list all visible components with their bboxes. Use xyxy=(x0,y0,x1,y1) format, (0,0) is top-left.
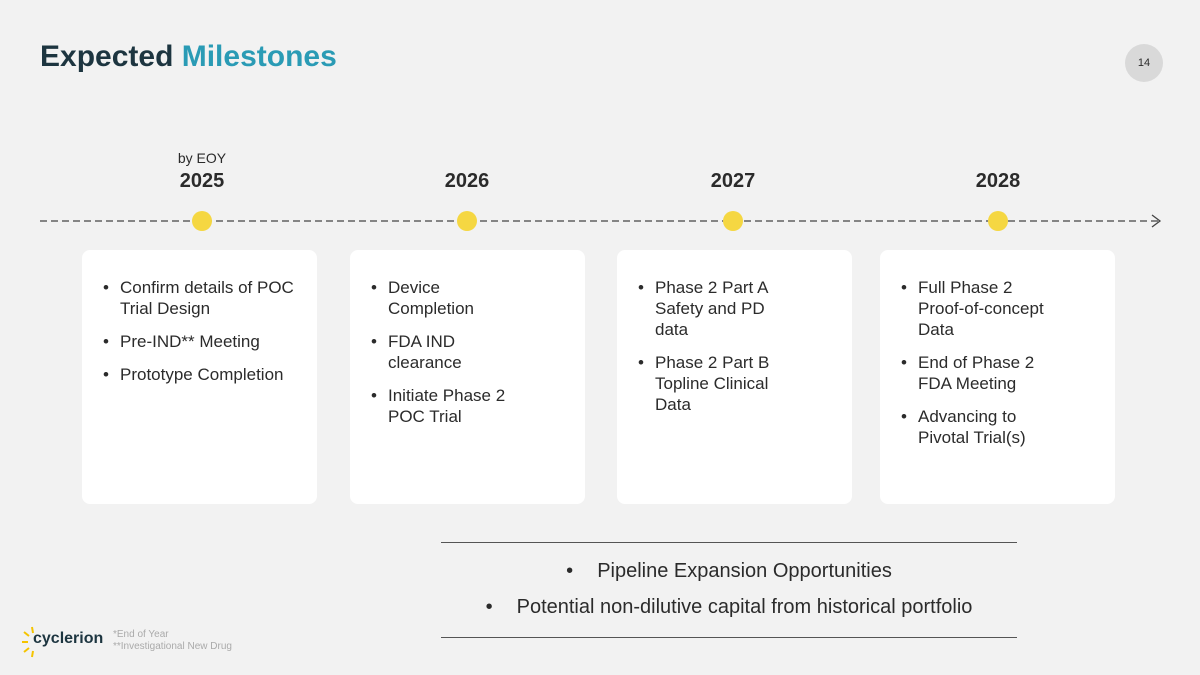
page-number: 14 xyxy=(1125,44,1163,82)
footnote: *End of Year xyxy=(113,629,169,640)
item-list: Full Phase 2 Proof-of-concept Data End of… xyxy=(880,277,1053,460)
logo-icon xyxy=(22,626,34,658)
item: Prototype Completion xyxy=(103,364,295,385)
title: Expected Milestones xyxy=(40,40,337,74)
item: Phase 2 Part A Safety and PD data xyxy=(638,277,795,340)
item-list: Confirm details of POC Trial Design Pre-I… xyxy=(82,277,295,397)
bottom-bullet: • Pipeline Expansion Opportunities xyxy=(566,560,892,582)
item: Full Phase 2 Proof-of-concept Data xyxy=(901,277,1053,340)
milestone-card: Confirm details of POC Trial Design Pre-I… xyxy=(82,250,317,504)
year: 2027 xyxy=(710,170,756,192)
item: Device Completion xyxy=(371,277,528,319)
item: Pre-IND** Meeting xyxy=(103,331,295,352)
title-dark: Expected xyxy=(40,40,174,73)
timeline xyxy=(40,211,1162,231)
item: Confirm details of POC Trial Design xyxy=(103,277,295,319)
year: 2028 xyxy=(975,170,1021,192)
item-list: Device Completion FDA IND clearance Initia… xyxy=(350,277,528,439)
item: Advancing to Pivotal Trial(s) xyxy=(901,406,1053,448)
year: 2025 xyxy=(179,170,225,192)
milestone-card: Device Completion FDA IND clearance Initia… xyxy=(350,250,585,504)
item: Phase 2 Part B Topline Clinical Data xyxy=(638,352,795,415)
year-note: by EOY xyxy=(177,150,227,166)
year: 2026 xyxy=(444,170,490,192)
item: FDA IND clearance xyxy=(371,331,528,373)
milestone-card: Phase 2 Part A Safety and PD data Phase 2… xyxy=(617,250,852,504)
title-accent: Milestones xyxy=(181,40,337,73)
item-list: Phase 2 Part A Safety and PD data Phase 2… xyxy=(617,277,795,427)
divider xyxy=(441,637,1017,638)
bottom-bullet: • Potential non-dilutive capital from his… xyxy=(485,596,973,618)
item: End of Phase 2 FDA Meeting xyxy=(901,352,1053,394)
divider xyxy=(441,542,1017,543)
milestone-card: Full Phase 2 Proof-of-concept Data End of… xyxy=(880,250,1115,504)
logo-text: cyclerion xyxy=(33,630,104,647)
item: Initiate Phase 2 POC Trial xyxy=(371,385,528,427)
footnote: **Investigational New Drug xyxy=(113,641,232,652)
